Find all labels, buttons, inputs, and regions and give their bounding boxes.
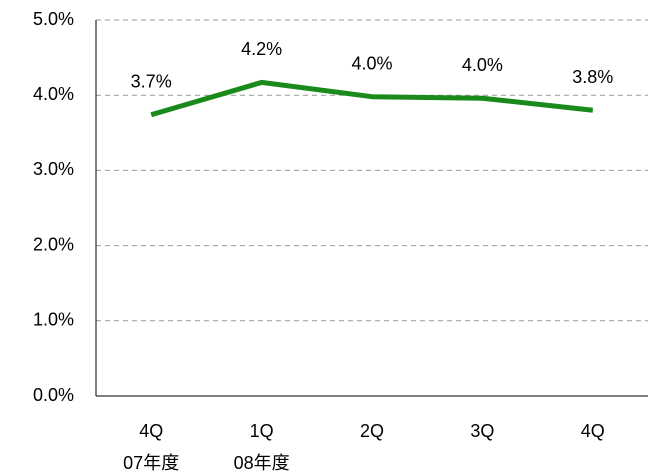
data-label: 4.2% bbox=[241, 39, 282, 59]
data-label: 4.0% bbox=[462, 55, 503, 75]
x-tick-label: 2Q bbox=[360, 421, 384, 441]
x-tick-label: 1Q bbox=[250, 421, 274, 441]
x-tick-label: 4Q bbox=[581, 421, 605, 441]
data-label: 4.0% bbox=[351, 53, 392, 73]
y-tick-label: 3.0% bbox=[33, 159, 74, 179]
y-tick-label: 1.0% bbox=[33, 310, 74, 330]
data-label: 3.7% bbox=[131, 72, 172, 92]
y-tick-label: 5.0% bbox=[33, 9, 74, 29]
x-group-label: 08年度 bbox=[234, 453, 290, 473]
x-tick-label: 3Q bbox=[470, 421, 494, 441]
line bbox=[150, 79, 594, 118]
data-label: 3.8% bbox=[572, 67, 613, 87]
x-group-label: 07年度 bbox=[123, 453, 179, 473]
y-tick-label: 2.0% bbox=[33, 234, 74, 254]
y-tick-label: 4.0% bbox=[33, 84, 74, 104]
x-tick-label: 4Q bbox=[139, 421, 163, 441]
y-tick-label: 0.0% bbox=[33, 385, 74, 405]
